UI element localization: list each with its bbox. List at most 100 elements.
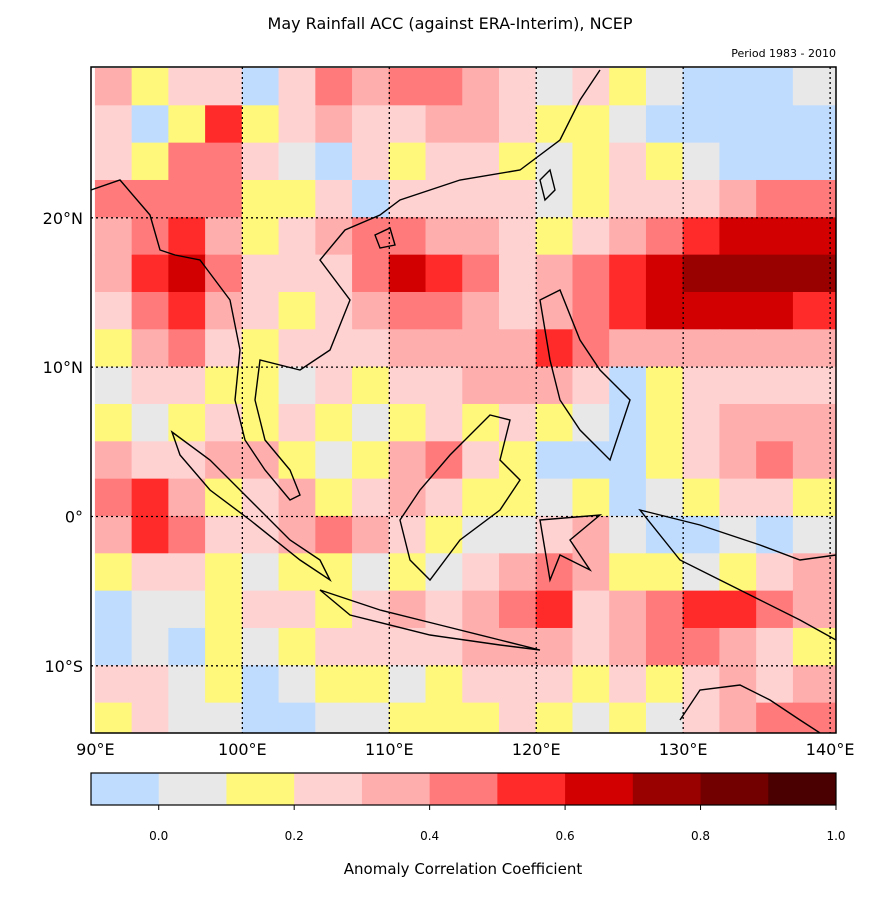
field-cell — [168, 179, 207, 219]
field-cell — [168, 329, 207, 368]
field-cell — [315, 441, 354, 480]
field-cell — [205, 515, 243, 555]
field-cell — [94, 665, 133, 704]
field-cell — [388, 403, 427, 443]
colorbar-segment — [361, 773, 431, 805]
coastline-hainan — [374, 227, 396, 249]
field-cell — [462, 179, 501, 219]
field-cell — [388, 441, 427, 480]
field-cell — [315, 179, 354, 219]
field-cell — [682, 478, 721, 517]
field-cell — [462, 553, 501, 592]
field-cell — [168, 702, 207, 733]
field-cell — [315, 627, 354, 667]
field-cell — [682, 403, 721, 443]
field-cell — [388, 665, 427, 704]
field-cell — [462, 441, 501, 480]
colorbar-segment — [768, 773, 837, 805]
field-cell — [131, 478, 170, 517]
field-cell — [609, 179, 647, 219]
field-cell — [462, 254, 501, 293]
field-cell — [278, 217, 317, 256]
field-cell — [572, 702, 611, 733]
field-cell — [499, 515, 537, 555]
field-cell — [572, 217, 611, 256]
field-cell — [168, 590, 207, 629]
field-cell — [535, 553, 574, 592]
field-cell — [682, 553, 721, 592]
field-cell — [572, 291, 611, 331]
coastline-australia — [679, 684, 821, 733]
colorbar-tick-label: 0.8 — [691, 829, 710, 843]
field-cell — [278, 67, 317, 107]
field-cell — [499, 67, 537, 107]
field-cell — [388, 254, 427, 293]
field-cell — [572, 478, 611, 517]
field-cell — [792, 665, 836, 704]
field-cell — [572, 553, 611, 592]
field-cell — [352, 478, 390, 517]
field-cell — [499, 217, 537, 256]
field-cell — [499, 366, 537, 405]
field-cell — [425, 366, 464, 405]
field-cell — [94, 403, 133, 443]
field-cell — [572, 366, 611, 405]
field-cell — [425, 105, 464, 144]
field-cell — [241, 105, 280, 144]
y-tick-label: 0° — [65, 507, 83, 526]
field-cell — [352, 291, 390, 331]
field-cell — [719, 105, 758, 144]
field-cell — [609, 142, 647, 181]
x-tick-label: 140°E — [806, 740, 855, 759]
x-tick-label: 120°E — [512, 740, 561, 759]
field-cell — [94, 702, 133, 733]
field-cell — [168, 291, 207, 331]
field-cell — [241, 515, 280, 555]
field-cell — [609, 553, 647, 592]
field-cell — [756, 179, 794, 219]
field-cell — [425, 665, 464, 704]
field-cell — [645, 67, 684, 107]
field-cell — [131, 254, 170, 293]
field-cell — [719, 590, 758, 629]
field-cell — [168, 105, 207, 144]
field-cell — [792, 329, 836, 368]
colorbar — [91, 773, 837, 805]
field-cell — [131, 702, 170, 733]
field-cell — [792, 179, 836, 219]
field-cell — [792, 105, 836, 144]
field-cell — [278, 105, 317, 144]
colorbar-tick-label: 0.2 — [285, 829, 304, 843]
coastlines — [91, 69, 836, 733]
field-cell — [168, 403, 207, 443]
field-cell — [131, 403, 170, 443]
field-cell — [131, 329, 170, 368]
field-cell — [462, 291, 501, 331]
field-cell — [131, 179, 170, 219]
field-cell — [535, 665, 574, 704]
field-cell — [278, 366, 317, 405]
field-cell — [609, 291, 647, 331]
field-cell — [168, 254, 207, 293]
field-cell — [535, 329, 574, 368]
field-cell — [572, 142, 611, 181]
field-cell — [315, 105, 354, 144]
field-cell — [388, 105, 427, 144]
field-cell — [682, 217, 721, 256]
field-cell — [682, 366, 721, 405]
field-cell — [609, 403, 647, 443]
colorbar-tick-label: 1.0 — [826, 829, 845, 843]
colorbar-frame — [90, 772, 837, 806]
field-cell — [94, 142, 133, 181]
field-cell — [94, 478, 133, 517]
field-cell — [719, 403, 758, 443]
field-cell — [388, 329, 427, 368]
field-cell — [205, 67, 243, 107]
field-cell — [719, 291, 758, 331]
field-cell — [352, 665, 390, 704]
field-cell — [682, 627, 721, 667]
field-cell — [756, 67, 794, 107]
field-cell — [425, 67, 464, 107]
field-cell — [388, 179, 427, 219]
